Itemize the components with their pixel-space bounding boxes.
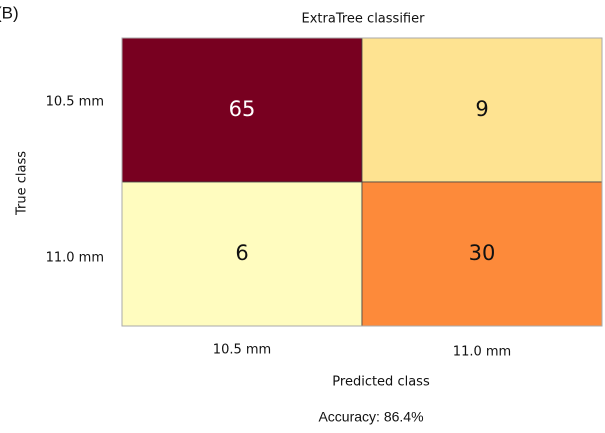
plot-frame [121,37,603,327]
chart-title: ExtraTree classifier [302,12,426,27]
y-tick-label: 11.0 mm [46,251,104,266]
heatmap-cell [361,37,603,183]
heatmap-cell [361,181,603,327]
cell-value: 6 [235,241,248,265]
cell-value: 9 [475,97,488,121]
x-tick-label: 10.5 mm [213,343,271,358]
x-tick-label: 11.0 mm [453,345,511,360]
cell-value: 65 [229,97,256,121]
x-axis-label: Predicted class [332,375,430,390]
y-tick-label: 10.5 mm [46,95,104,110]
panel-label: (B) [0,3,19,22]
y-axis-label: True class [15,151,30,216]
heatmap-cell [121,37,363,183]
cell-value: 30 [469,241,496,265]
accuracy-note: Accuracy: 86.4% [318,409,423,425]
heatmap-cell [121,181,363,327]
